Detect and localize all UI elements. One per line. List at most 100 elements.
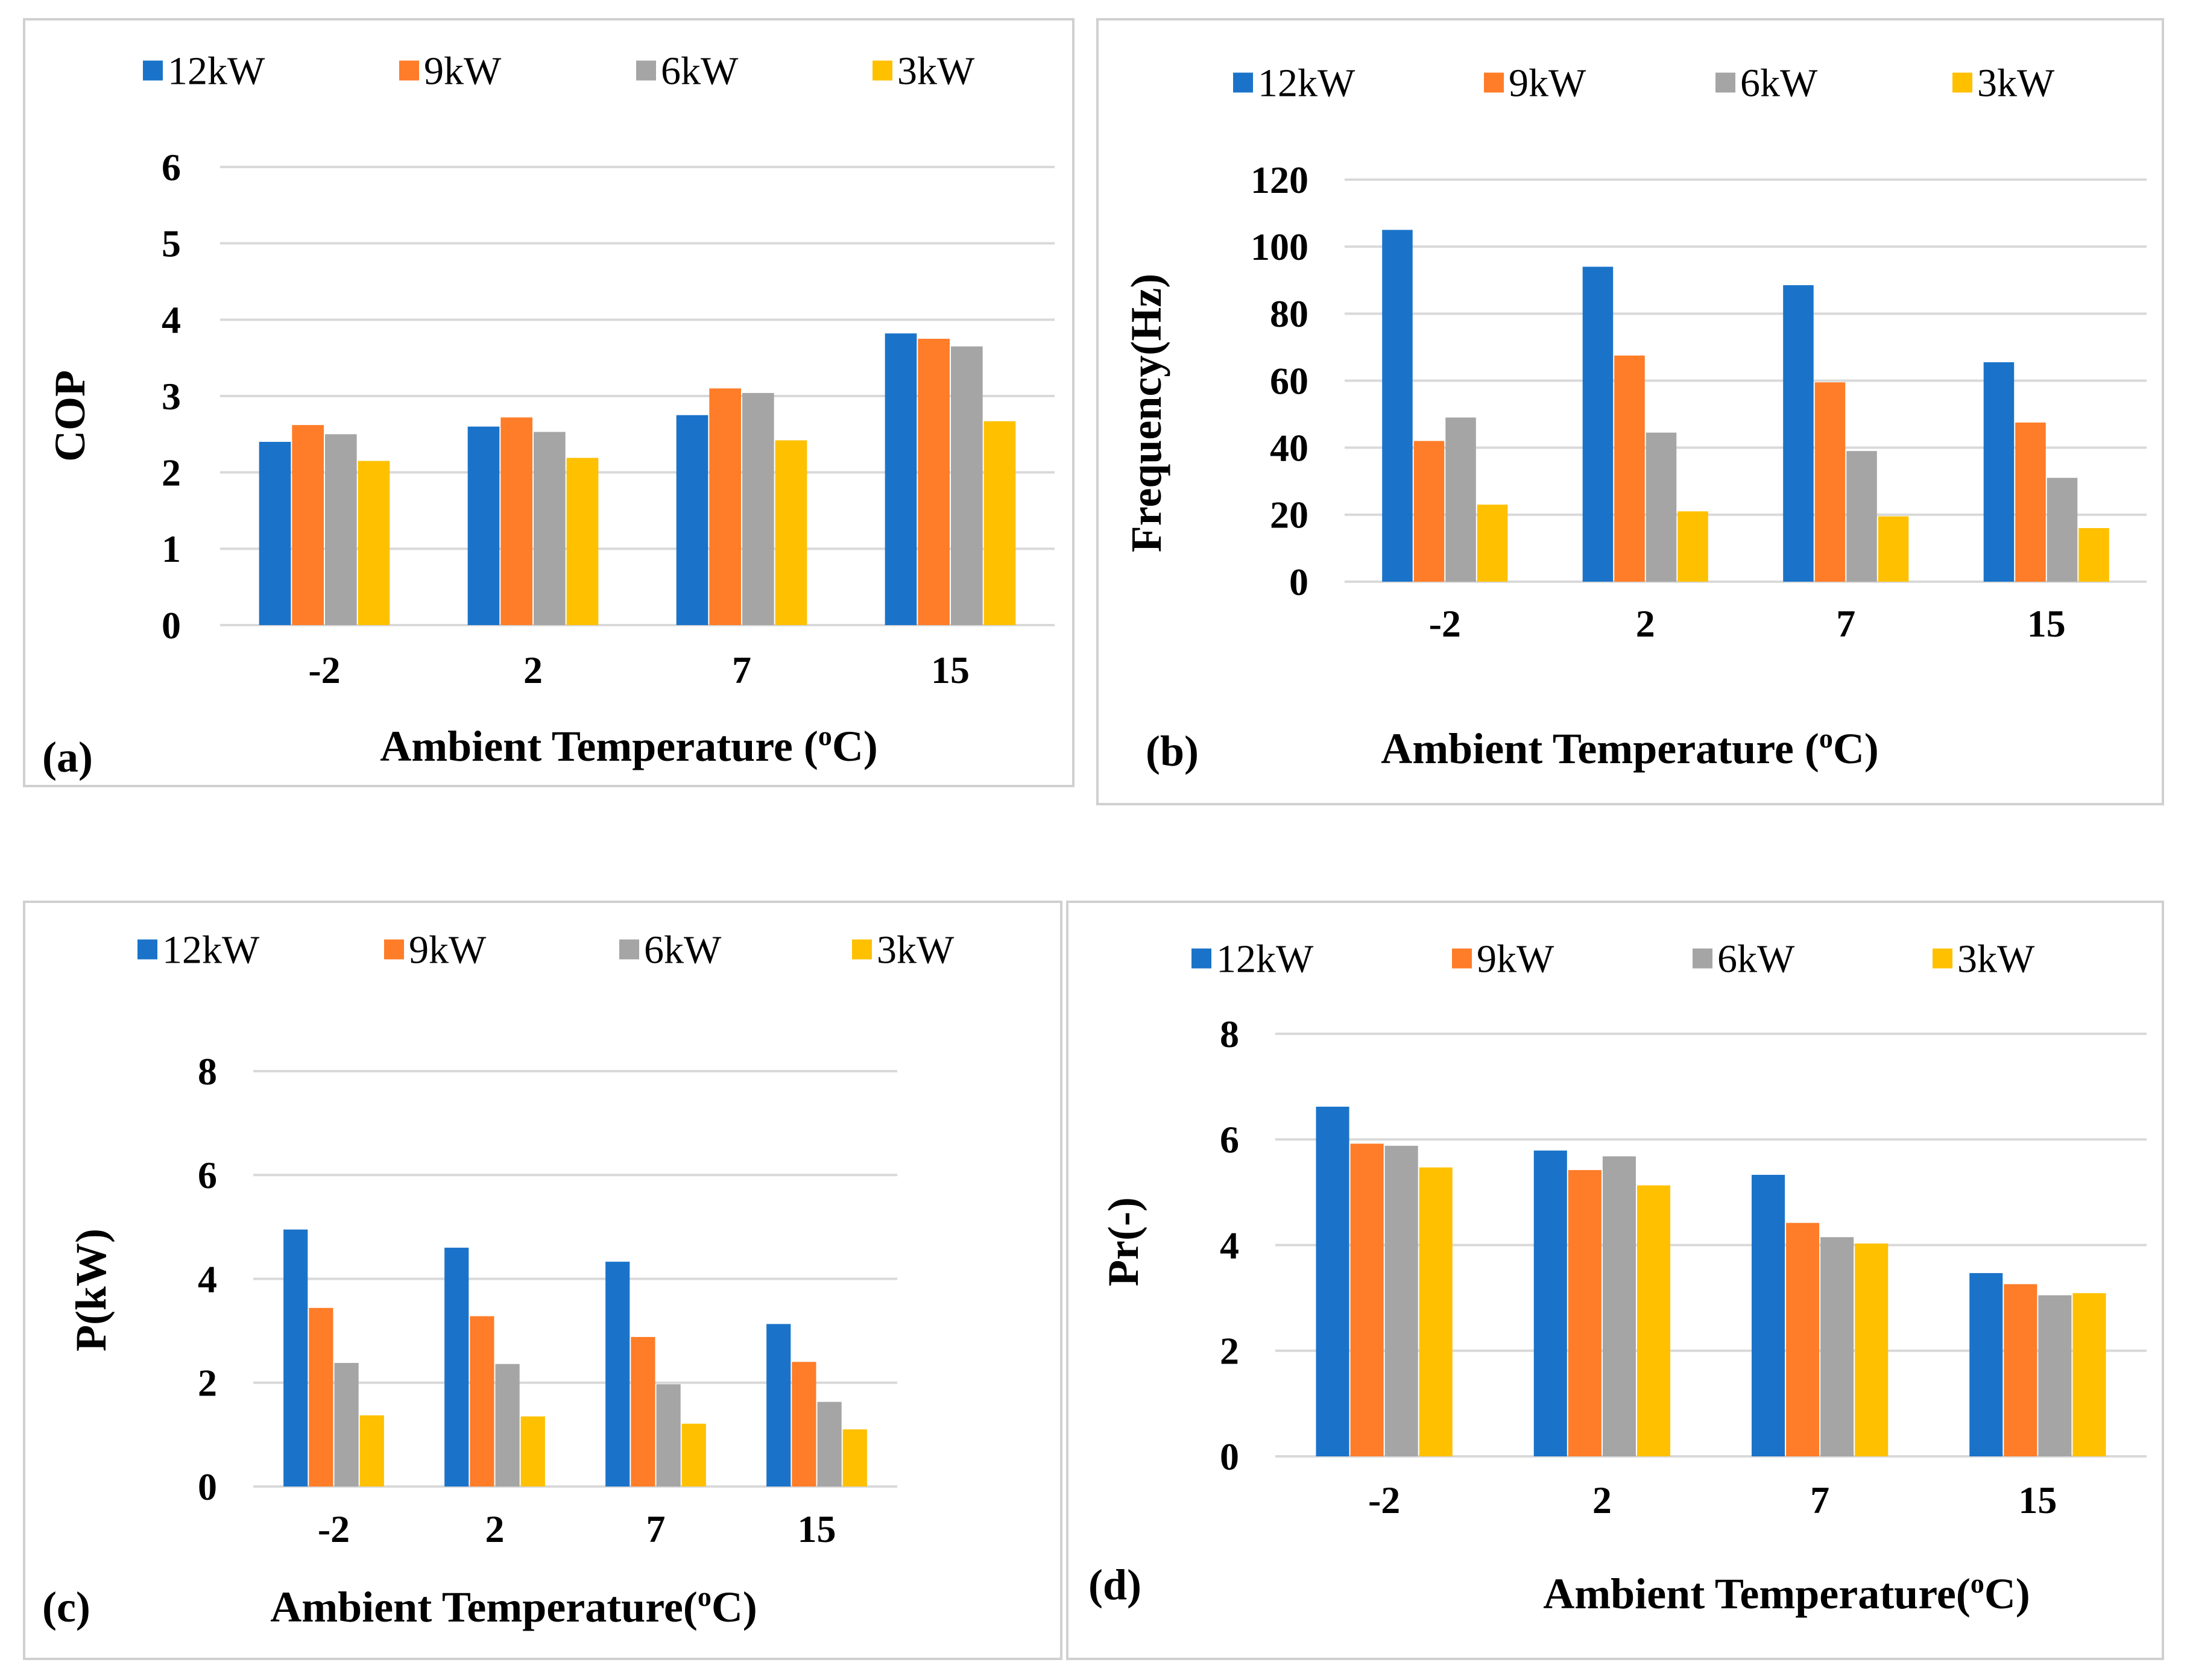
x-axis-label-tail: C) — [1833, 725, 1879, 773]
y-tick-label: 0 — [162, 604, 181, 647]
x-tick-label: 7 — [1836, 602, 1855, 645]
bar-6kW-15 — [2047, 477, 2078, 582]
legend-label: 3kW — [1957, 937, 2035, 981]
bar-6kW-7 — [1846, 451, 1877, 582]
chart-panel-a: 0 1 2 3 4 5 6 -2 2 7 15 12kW 9kW 6kW 3kW Ambient Temper… — [23, 18, 1075, 787]
x-axis-label-tail: C) — [1984, 1570, 2030, 1618]
bar-12kW-2 — [467, 426, 500, 625]
y-tick-label: 3 — [162, 375, 181, 418]
x-tick-label: 7 — [732, 649, 751, 691]
bar-6kW-2 — [1646, 432, 1677, 582]
x-tick-label: 2 — [485, 1508, 505, 1550]
panel-label: (a) — [42, 733, 93, 781]
x-tick-label: -2 — [1429, 602, 1461, 645]
y-tick-label: 0 — [1220, 1435, 1239, 1478]
panel-border — [1066, 901, 2164, 1660]
bar-3kW-7 — [1855, 1243, 1889, 1456]
panel-border — [1096, 18, 2164, 805]
bar-6kW--2 — [1445, 417, 1476, 582]
y-tick-label: 120 — [1251, 159, 1308, 201]
x-axis-label: Ambient Temperature(oC) — [270, 1581, 757, 1631]
bar-12kW--2 — [259, 442, 291, 625]
bar-3kW--2 — [1419, 1167, 1453, 1456]
bar-12kW-7 — [1783, 285, 1814, 582]
legend-swatch-6kW — [636, 60, 656, 81]
legend-swatch-12kW — [1191, 948, 1211, 969]
x-tick-label: 15 — [2018, 1479, 2057, 1521]
y-tick-label: 60 — [1270, 359, 1308, 402]
legend-swatch-12kW — [143, 60, 163, 81]
bar-3kW--2 — [358, 461, 390, 625]
bar-3kW-15 — [842, 1429, 867, 1487]
bar-12kW-7 — [676, 415, 708, 625]
x-axis-label-tail: C) — [712, 1583, 757, 1631]
x-axis-label-sup: o — [1819, 723, 1833, 753]
y-tick-label: 5 — [162, 222, 181, 265]
y-tick-label: 2 — [198, 1362, 217, 1405]
bar-6kW-7 — [1820, 1237, 1854, 1456]
x-axis-label-sup: o — [818, 720, 832, 751]
panel-border — [23, 18, 1075, 787]
y-tick-label: 1 — [162, 527, 181, 570]
legend-swatch-3kW — [852, 939, 872, 960]
bar-9kW--2 — [309, 1307, 333, 1487]
legend-label: 6kW — [1717, 937, 1795, 981]
bar-9kW-2 — [500, 417, 532, 625]
bar-9kW-15 — [2004, 1284, 2037, 1456]
bar-3kW-15 — [2072, 1293, 2106, 1456]
chart-panel-d: 0 2 4 6 8 -2 2 7 15 12kW 9kW 6kW 3kW Ambient Temperat… — [1066, 901, 2164, 1660]
x-axis-label: Ambient Temperature (oC) — [1381, 723, 1879, 773]
legend-swatch-3kW — [873, 60, 892, 81]
bar-12kW--2 — [283, 1229, 308, 1487]
legend-swatch-9kW — [1452, 948, 1472, 969]
y-tick-label: 6 — [198, 1154, 217, 1197]
x-axis-label-main: Ambient Temperature( — [270, 1583, 698, 1631]
bar-9kW--2 — [1413, 441, 1445, 582]
bar-6kW-15 — [817, 1402, 842, 1487]
y-tick-label: 100 — [1251, 225, 1308, 268]
bar-3kW-7 — [681, 1423, 706, 1487]
bar-3kW-2 — [1636, 1185, 1671, 1456]
x-axis-label: Ambient Temperature(oC) — [1543, 1568, 2030, 1618]
legend-label: 9kW — [1477, 937, 1554, 981]
bar-9kW-7 — [1786, 1222, 1820, 1456]
bar-9kW-2 — [1614, 355, 1645, 582]
y-axis-label: Frequency(Hz) — [1122, 274, 1170, 553]
x-tick-label: 15 — [2027, 602, 2066, 645]
legend-swatch-9kW — [399, 60, 419, 81]
bar-12kW-2 — [1533, 1150, 1567, 1456]
legend-label: 12kW — [168, 49, 265, 93]
panel-label: (c) — [42, 1583, 90, 1631]
x-axis-label-main: Ambient Temperature ( — [380, 722, 818, 770]
legend-label: 9kW — [424, 49, 502, 93]
bar-12kW-15 — [1983, 362, 2015, 582]
bar-9kW--2 — [1350, 1144, 1384, 1456]
bar-9kW--2 — [292, 425, 324, 625]
x-tick-label: 15 — [798, 1508, 836, 1550]
bar-9kW-15 — [792, 1362, 816, 1487]
y-axis-label: COP — [46, 370, 94, 462]
x-axis-label-main: Ambient Temperature ( — [1381, 725, 1819, 773]
bar-12kW-15 — [1969, 1273, 2003, 1456]
legend-label: 6kW — [644, 928, 722, 972]
legend-label: 3kW — [897, 49, 975, 93]
y-tick-label: 0 — [1289, 561, 1308, 603]
bar-9kW-7 — [709, 388, 741, 625]
legend-swatch-9kW — [384, 939, 404, 960]
bar-12kW--2 — [1316, 1106, 1349, 1456]
bar-3kW-2 — [1677, 511, 1708, 582]
legend-swatch-9kW — [1484, 72, 1504, 93]
legend-swatch-12kW — [1233, 72, 1253, 93]
bar-6kW--2 — [1384, 1145, 1418, 1456]
legend-swatch-3kW — [1933, 948, 1952, 969]
bar-6kW-7 — [742, 392, 774, 625]
bar-3kW-15 — [983, 421, 1016, 625]
bar-9kW-15 — [918, 339, 950, 625]
bar-3kW-15 — [2078, 528, 2109, 582]
bar-3kW-2 — [520, 1416, 545, 1487]
x-axis-label: Ambient Temperature (oC) — [380, 720, 878, 770]
bar-9kW-15 — [2015, 422, 2046, 582]
legend-swatch-6kW — [1693, 948, 1712, 969]
bar-3kW-7 — [1878, 516, 1909, 582]
bar-3kW--2 — [359, 1415, 384, 1487]
